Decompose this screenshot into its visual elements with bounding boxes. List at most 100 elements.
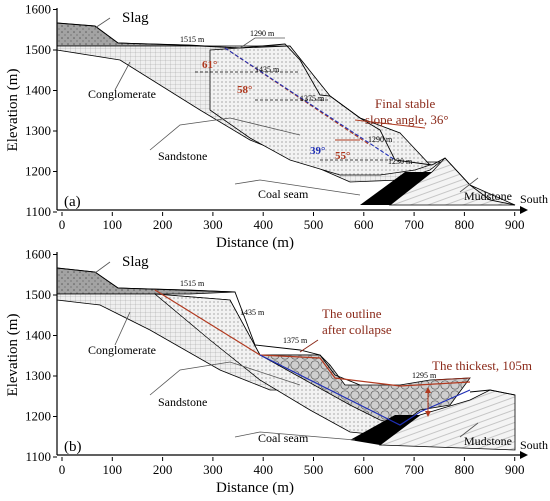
callout-final-slope-line2: slope angle, 36° [365,112,449,127]
x-tick-label-ticks-b-6: 600 [354,462,374,477]
x-tick-label-ticks-a-3: 300 [203,217,223,232]
mudstone-label-a: Mudstone [464,189,512,203]
elevation-1435-a: 1435 m [255,65,280,74]
slope-profile-a [56,22,433,166]
mudstone-label-b: Mudstone [464,434,512,448]
panel-a: 0 100 200 300 400 500 600 700 800 900 1100 1200 1300… [5,2,548,252]
slope-39-line-a [224,47,396,161]
y-tick-label-ticks-a-3: 1400 [25,83,51,98]
x-axis-label-b: Distance (m) [216,480,294,496]
x-axis-label-a: Distance (m) [216,235,294,251]
slag-label-a: Slag [122,10,149,26]
angle-61-label: 61° [202,59,217,71]
coal-seam-label-b: Coal seam [258,431,309,445]
leader-mudstone-b [459,422,479,438]
elevation-1515-a: 1515 m [180,35,205,44]
direction-label-b: South [520,438,548,452]
callout-final-slope-line1: Final stable [375,96,436,111]
y-tick-label-ticks-b-0: 1100 [25,449,51,464]
callout-thickest: The thickest, 105m [432,358,532,373]
y-tick-label-ticks-b-2: 1300 [25,368,51,383]
callout-leader-b2 [434,377,471,381]
leader-sandstone-a [149,117,301,151]
conglomerate-label-b: Conglomerate [88,343,156,357]
leader-sandstone-b [149,361,301,396]
conglomerate-label-a: Conglomerate [88,87,156,101]
thickness-arrowhead-top-b [425,387,431,393]
x-tick-label-ticks-a-1: 100 [103,217,123,232]
x-tick-label-ticks-b-7: 700 [404,462,424,477]
y-tick-label-ticks-b-3: 1400 [25,328,51,343]
callout-leader-a [354,119,426,129]
x-arrow-a [520,206,528,214]
sandstone-layer-a [209,45,431,176]
panel-label-a: (a) [64,194,81,210]
x-arrow-b [520,451,528,459]
leader-coal-b [234,431,356,441]
sandstone-label-b: Sandstone [158,395,207,409]
x-tick-label-ticks-b-5: 500 [304,462,324,477]
y-axis-label-b: Elevation (m) [5,314,21,397]
panel-b: 0 100 200 300 400 500 600 700 800 900 1100 1200 1300… [5,247,548,497]
y-tick-label-ticks-b-1: 1200 [25,409,51,424]
elevation-1375-a: 1375 m [300,94,325,103]
x-tick-label-ticks-b-8: 800 [455,462,475,477]
x-tick-label-ticks-b-1: 100 [103,462,123,477]
sandstone-label-a: Sandstone [158,149,207,163]
leader-conglomerate-b [114,311,131,346]
original-surface-red-b [154,289,471,387]
elevation-1290-top-a: 1290 m [250,29,275,38]
angle-58-label: 58° [237,84,252,96]
y-tick-label-ticks-b-5: 1600 [25,247,51,262]
thickness-arrowhead-bot-b [425,411,431,417]
right-profile-a [431,157,516,206]
ticks-b: 0 100 200 300 400 500 600 700 800 900 1100 1200 1300… [25,247,524,478]
x-tick-label-ticks-a-6: 600 [354,217,374,232]
angle-39-label: 39° [310,145,325,157]
coal-seam-a [360,172,432,205]
callout-outline-line1: The outline [322,306,382,321]
slag-label-b: Slag [122,254,149,270]
y-tick-label-ticks-a-4: 1500 [25,42,51,57]
collapse-outline-blue-b [259,354,471,426]
elevation-1290-a: 1290 m [368,135,393,144]
slope-profile-b [56,267,361,386]
x-tick-label-ticks-b-2: 200 [153,462,173,477]
x-tick-label-ticks-b-4: 400 [253,462,273,477]
x-tick-label-ticks-b-3: 300 [203,462,223,477]
leader-coal-a [234,179,361,196]
direction-label-a: South [520,192,548,206]
x-tick-label-ticks-b-9: 900 [505,462,525,477]
y-tick-label-ticks-b-4: 1500 [25,287,51,302]
leader-mudstone-a [459,177,479,193]
ticks-a: 0 100 200 300 400 500 600 700 800 900 1100 1200 1300… [25,2,524,233]
coal-seam-label-a: Coal seam [258,187,309,201]
y-tick-label-ticks-a-0: 1100 [25,204,51,219]
x-tick-label-ticks-a-0: 0 [59,217,66,232]
y-tick-label-ticks-a-1: 1200 [25,164,51,179]
leader-slag-a [94,17,111,29]
slag-layer-b [56,267,236,295]
y-axis-label-a: Elevation (m) [5,69,21,152]
callout-leader-b1 [299,339,319,353]
elevation-1515-b: 1515 m [180,279,205,288]
x-tick-label-ticks-a-4: 400 [253,217,273,232]
elevation-1230-a: 1230 m [388,157,413,166]
callout-outline-line2: after collapse [322,322,392,337]
elevation-1435-b: 1435 m [240,308,265,317]
x-tick-label-ticks-a-5: 500 [304,217,324,232]
y-tick-label-ticks-a-2: 1300 [25,123,51,138]
x-tick-label-ticks-a-9: 900 [505,217,525,232]
x-tick-label-ticks-a-2: 200 [153,217,173,232]
stable-slope-line-a [224,47,371,146]
y-tick-label-ticks-a-5: 1600 [25,2,51,17]
x-tick-label-ticks-a-8: 800 [455,217,475,232]
x-tick-label-ticks-b-0: 0 [59,462,66,477]
leader-slag-b [94,261,111,274]
leader-conglomerate-a [114,61,131,91]
x-tick-label-ticks-a-7: 700 [404,217,424,232]
panel-label-b: (b) [64,439,82,455]
leader-1290top-a [239,37,285,49]
angle-55-label: 55° [335,150,350,162]
